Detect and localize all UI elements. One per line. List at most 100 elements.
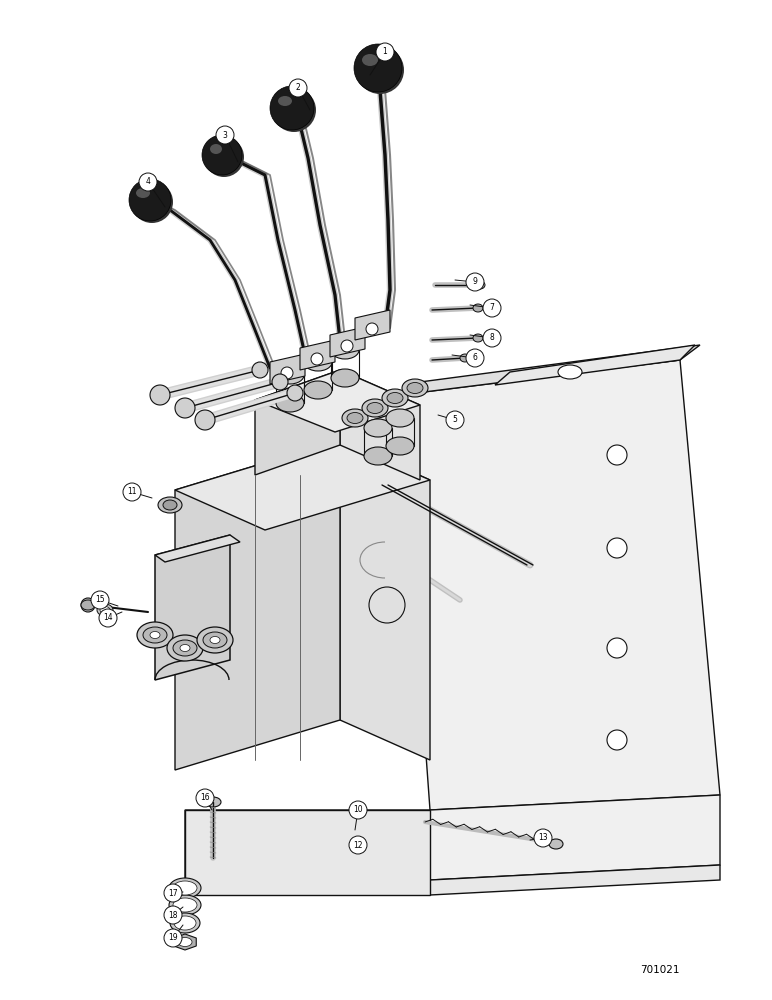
Circle shape xyxy=(483,299,501,317)
Ellipse shape xyxy=(347,412,363,424)
Polygon shape xyxy=(270,354,305,384)
Ellipse shape xyxy=(342,409,368,427)
Circle shape xyxy=(289,79,307,97)
Text: 701021: 701021 xyxy=(640,965,680,975)
Ellipse shape xyxy=(97,604,113,616)
Ellipse shape xyxy=(197,627,233,653)
Ellipse shape xyxy=(81,600,95,610)
Ellipse shape xyxy=(136,188,150,198)
Polygon shape xyxy=(330,327,365,357)
Ellipse shape xyxy=(386,409,414,427)
Circle shape xyxy=(356,46,404,94)
Polygon shape xyxy=(255,370,340,475)
Text: 17: 17 xyxy=(168,888,178,898)
Ellipse shape xyxy=(362,399,388,417)
Circle shape xyxy=(150,385,170,405)
Ellipse shape xyxy=(180,645,190,652)
Ellipse shape xyxy=(382,389,408,407)
Polygon shape xyxy=(185,865,720,895)
Ellipse shape xyxy=(473,334,483,342)
Circle shape xyxy=(607,638,627,658)
Ellipse shape xyxy=(276,394,304,412)
Polygon shape xyxy=(155,535,240,562)
Text: 11: 11 xyxy=(127,488,137,496)
Text: 5: 5 xyxy=(452,416,458,424)
Text: 4: 4 xyxy=(146,178,151,186)
Text: 3: 3 xyxy=(222,130,228,139)
Text: 6: 6 xyxy=(472,354,477,362)
Ellipse shape xyxy=(178,938,192,946)
Ellipse shape xyxy=(341,340,353,352)
Circle shape xyxy=(446,411,464,429)
Circle shape xyxy=(131,181,173,223)
Text: 18: 18 xyxy=(168,910,178,920)
Polygon shape xyxy=(185,795,720,880)
Circle shape xyxy=(483,329,501,347)
Polygon shape xyxy=(400,345,700,395)
Ellipse shape xyxy=(174,916,196,930)
Circle shape xyxy=(270,86,314,130)
Ellipse shape xyxy=(100,606,110,613)
Circle shape xyxy=(195,410,215,430)
Ellipse shape xyxy=(205,797,221,807)
Text: 19: 19 xyxy=(168,934,178,942)
Polygon shape xyxy=(340,370,420,480)
Polygon shape xyxy=(175,440,340,770)
Circle shape xyxy=(123,483,141,501)
Text: 15: 15 xyxy=(95,595,105,604)
Circle shape xyxy=(129,179,171,221)
Ellipse shape xyxy=(402,379,428,397)
Ellipse shape xyxy=(170,913,200,933)
Ellipse shape xyxy=(150,632,160,639)
Ellipse shape xyxy=(137,622,173,648)
Ellipse shape xyxy=(362,54,378,66)
Text: 16: 16 xyxy=(200,794,210,802)
Ellipse shape xyxy=(304,381,332,399)
Ellipse shape xyxy=(281,367,293,379)
Circle shape xyxy=(204,137,244,177)
Ellipse shape xyxy=(364,419,392,437)
Polygon shape xyxy=(300,340,335,370)
Ellipse shape xyxy=(367,402,383,414)
Circle shape xyxy=(287,385,303,401)
Circle shape xyxy=(466,273,484,291)
Ellipse shape xyxy=(386,437,414,455)
Ellipse shape xyxy=(169,878,201,898)
Circle shape xyxy=(175,398,195,418)
Circle shape xyxy=(369,587,405,623)
Ellipse shape xyxy=(163,500,177,510)
Ellipse shape xyxy=(276,366,304,384)
Polygon shape xyxy=(175,440,430,530)
Circle shape xyxy=(99,609,117,627)
Text: 12: 12 xyxy=(354,840,363,850)
Circle shape xyxy=(349,801,367,819)
Circle shape xyxy=(139,173,157,191)
Ellipse shape xyxy=(158,497,182,513)
Ellipse shape xyxy=(173,898,197,912)
Circle shape xyxy=(607,538,627,558)
Text: 10: 10 xyxy=(353,806,363,814)
Ellipse shape xyxy=(331,369,359,387)
Ellipse shape xyxy=(278,96,292,106)
Text: 8: 8 xyxy=(489,334,494,342)
Text: 7: 7 xyxy=(489,304,494,312)
Ellipse shape xyxy=(475,281,485,289)
Ellipse shape xyxy=(311,353,323,365)
Ellipse shape xyxy=(366,323,378,335)
Ellipse shape xyxy=(473,304,483,312)
Circle shape xyxy=(202,135,242,175)
Text: 9: 9 xyxy=(472,277,477,286)
Ellipse shape xyxy=(558,365,582,379)
Circle shape xyxy=(376,43,394,61)
Text: 2: 2 xyxy=(296,84,300,93)
Ellipse shape xyxy=(143,627,167,643)
Circle shape xyxy=(349,836,367,854)
Circle shape xyxy=(216,126,234,144)
Ellipse shape xyxy=(203,632,227,648)
Circle shape xyxy=(91,591,109,609)
Circle shape xyxy=(607,730,627,750)
Circle shape xyxy=(164,884,182,902)
Circle shape xyxy=(354,44,402,92)
Polygon shape xyxy=(355,310,390,340)
Polygon shape xyxy=(185,810,430,895)
